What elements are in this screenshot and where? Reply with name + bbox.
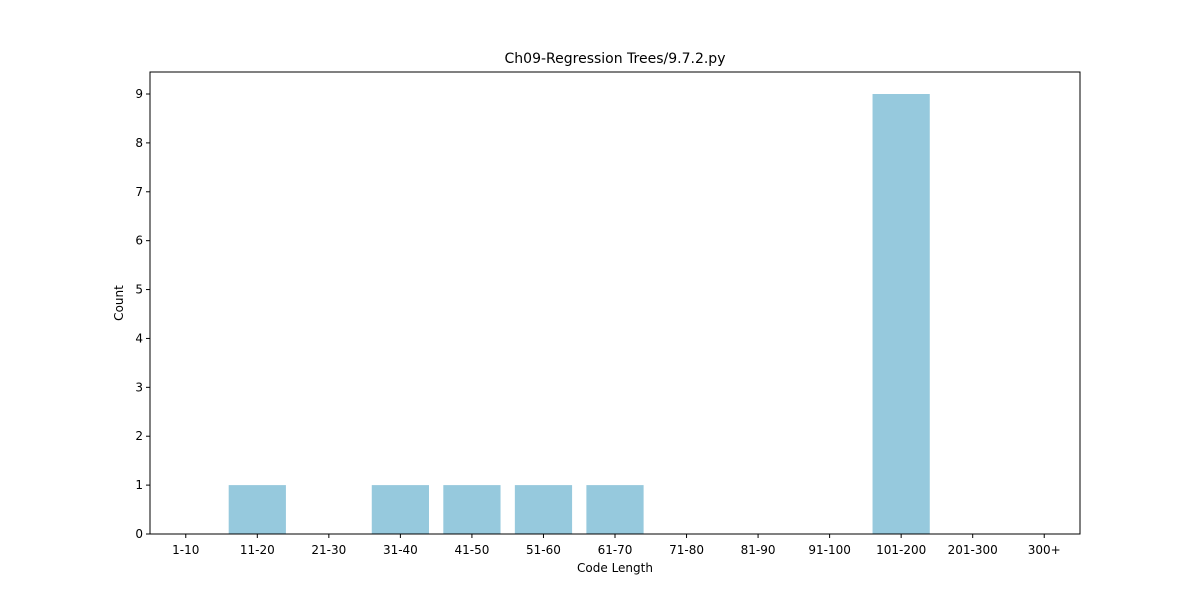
chart-title: Ch09-Regression Trees/9.7.2.py <box>505 51 726 67</box>
x-tick-label: 300+ <box>1028 543 1061 557</box>
y-tick-label: 9 <box>135 87 143 101</box>
x-tick-label: 21-30 <box>311 543 346 557</box>
bar-101-200 <box>872 94 930 534</box>
bar-51-60 <box>514 485 573 534</box>
y-tick-label: 0 <box>135 527 143 541</box>
y-axis-label: Count <box>112 285 126 321</box>
bar-11-20 <box>228 485 286 534</box>
y-tick-label: 1 <box>135 478 143 492</box>
x-axis: 1-10 11-20 21-30 31-40 41-50 51-60 61-70 71-80 8… <box>172 534 1061 557</box>
y-tick-label: 2 <box>135 429 143 443</box>
y-axis: 0 1 2 3 4 5 6 7 8 9 <box>135 87 150 541</box>
y-tick-label: 5 <box>135 283 143 297</box>
bars-layer <box>228 94 930 534</box>
y-tick-label: 4 <box>135 331 143 345</box>
x-tick-label: 51-60 <box>526 543 561 557</box>
x-tick-label: 81-90 <box>741 543 776 557</box>
x-tick-label: 61-70 <box>598 543 633 557</box>
plot-frame <box>149 71 1081 535</box>
x-tick-label: 41-50 <box>454 543 489 557</box>
y-tick-label: 3 <box>135 380 143 394</box>
x-tick-label: 71-80 <box>669 543 704 557</box>
x-axis-label: Code Length <box>577 561 653 575</box>
x-tick-label: 91-100 <box>808 543 851 557</box>
bar-31-40 <box>371 485 429 534</box>
bar-41-50 <box>443 485 501 534</box>
y-tick-label: 8 <box>135 136 143 150</box>
y-tick-label: 6 <box>135 234 143 248</box>
bar-61-70 <box>586 485 644 534</box>
x-tick-label: 1-10 <box>172 543 199 557</box>
x-tick-label: 201-300 <box>948 543 998 557</box>
x-tick-label: 11-20 <box>240 543 275 557</box>
x-tick-label: 31-40 <box>383 543 418 557</box>
x-tick-label: 101-200 <box>876 543 926 557</box>
y-tick-label: 7 <box>135 185 143 199</box>
